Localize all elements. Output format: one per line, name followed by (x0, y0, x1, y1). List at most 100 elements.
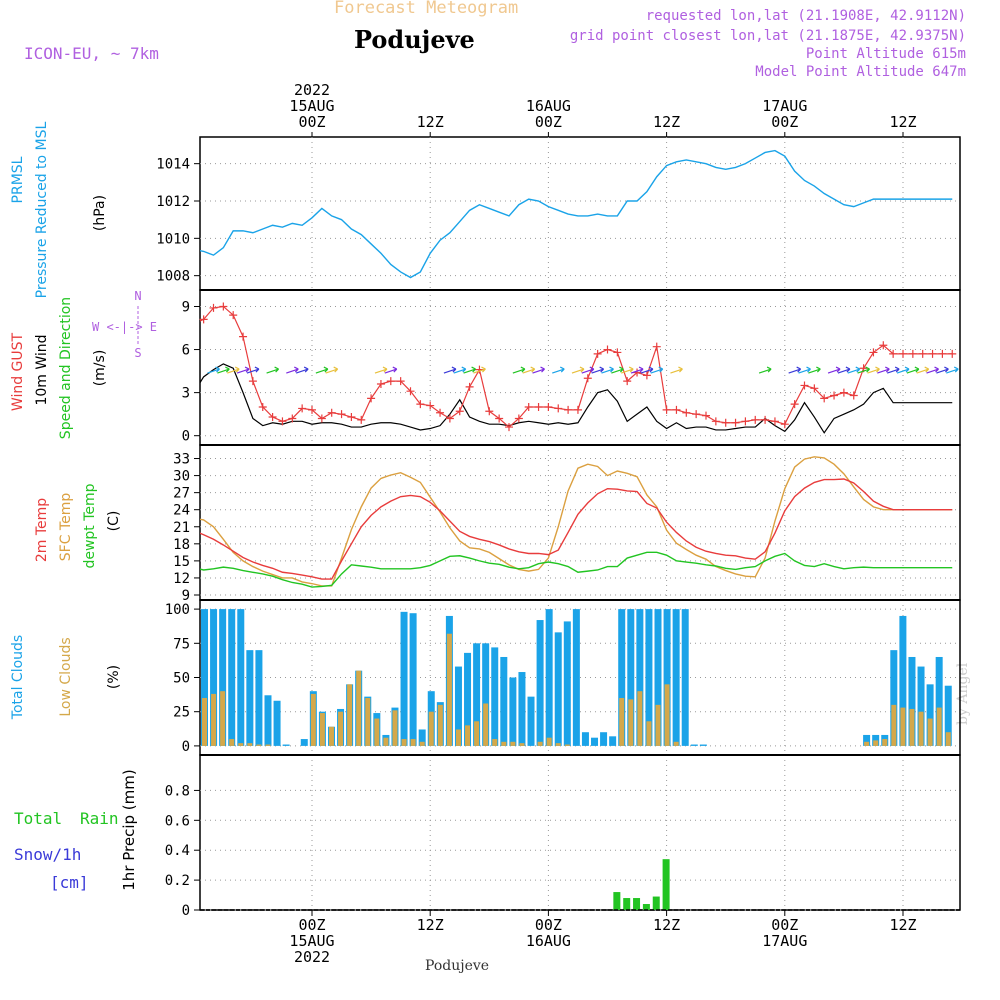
low-cloud-bar (220, 691, 226, 746)
low-cloud-bar (401, 739, 407, 746)
total-cloud-bar (300, 739, 308, 746)
gust-marker (731, 418, 740, 427)
low-cloud-bar (864, 741, 870, 746)
top-axis-label: 00Z (298, 113, 325, 131)
total-cloud-bar (636, 609, 644, 746)
low-cloud-bar (537, 741, 543, 746)
y-tick-label: 0 (182, 429, 190, 445)
low-cloud-bar (936, 707, 942, 746)
total-cloud-bar (210, 609, 218, 746)
wind-arrow (315, 366, 329, 374)
total-cloud-bar (500, 656, 508, 746)
low-cloud-bar (628, 699, 634, 746)
wind-arrow (552, 366, 565, 374)
chart-title: Forecast Meteogram (334, 0, 519, 18)
wind-arrow (453, 366, 467, 374)
y-tick-label: 0.6 (165, 813, 190, 829)
gust-marker (505, 423, 513, 432)
gust-marker (239, 332, 248, 341)
cloud-unit: (%) (106, 665, 122, 689)
gust-marker (327, 408, 336, 417)
low-cloud-bar (646, 721, 652, 746)
total-cloud-bar (944, 685, 952, 746)
wind-arrow (571, 366, 585, 374)
y-tick-label: 3 (182, 386, 190, 402)
wind-arrow (837, 366, 851, 374)
top-axis-label: 12Z (889, 113, 916, 131)
low-cloud-bar (202, 698, 207, 746)
wind-arrow (591, 366, 605, 374)
gust-marker (928, 349, 937, 358)
gust-marker (396, 377, 405, 386)
gust-marker (229, 311, 238, 320)
total-cloud-bar (201, 609, 208, 746)
gust-marker (583, 374, 592, 383)
total-cloud-bar (645, 609, 653, 746)
top-axis-label: 17AUG (762, 97, 807, 115)
gridpoint-coords: grid point closest lon,lat (21.1875E, 42… (569, 28, 966, 44)
total-cloud-bar (264, 695, 272, 746)
wind-arrow (246, 366, 260, 374)
total-cloud-bar (690, 744, 698, 746)
y-tick-label: 6 (182, 343, 190, 359)
low-cloud-bar (392, 710, 398, 746)
model-label: ICON-EU, ~ 7km (24, 44, 159, 63)
gust-marker (347, 413, 356, 422)
total-cloud-bar (418, 729, 426, 746)
total-cloud-bar (282, 744, 290, 746)
gust-marker (199, 315, 208, 324)
total-cloud-bar (509, 677, 517, 746)
panel-3: 0 25 50 75 100 (165, 599, 961, 756)
gust-marker (889, 349, 898, 358)
low-cloud-bar (328, 726, 334, 746)
sfc-temp-line (200, 456, 953, 587)
gust-marker (495, 414, 504, 423)
total-cloud-bar (926, 684, 934, 746)
low-cloud-bar (664, 684, 670, 746)
gust-marker (248, 377, 257, 386)
total-cloud-bar (627, 609, 635, 746)
gust-marker (593, 349, 602, 358)
wind-arrow (867, 366, 880, 374)
compass-we: W <-|-> E (92, 320, 157, 334)
panel-frame (199, 136, 961, 291)
total-cloud-bar (581, 732, 589, 746)
gust-marker (308, 405, 316, 414)
low-cloud-bar (909, 708, 915, 746)
total-cloud-bar (473, 643, 481, 746)
gust-marker (623, 377, 632, 386)
gust-marker (790, 400, 799, 409)
total-cloud-bar (536, 620, 544, 746)
gust-marker (564, 405, 573, 414)
wind-arrow (473, 366, 486, 374)
y-tick-label: 12 (173, 571, 190, 587)
bottom-axis-label: 00Z (298, 916, 325, 934)
low-cloud-bar (483, 703, 489, 746)
wind-arrow (886, 366, 900, 374)
gust-marker (386, 377, 395, 386)
location-title: Podujeve (354, 25, 475, 54)
top-axis-label: 12Z (417, 113, 444, 131)
total-cloud-bar (908, 656, 916, 746)
gust-marker (938, 349, 947, 358)
wind-arrow (936, 366, 949, 374)
total-cloud-bar (273, 700, 281, 746)
y-tick-label: 0.4 (165, 843, 190, 859)
y-tick-label: 27 (173, 486, 190, 502)
bottom-axis-label: 00Z (771, 916, 798, 934)
bottom-axis-label: 15AUG (289, 932, 334, 950)
gust-marker (711, 417, 720, 426)
total-cloud-bar (400, 611, 408, 746)
low-cloud-bar (873, 740, 879, 746)
gust-marker (426, 401, 435, 410)
bottom-axis-label: 17AUG (762, 932, 807, 950)
gust-marker (682, 408, 691, 417)
gust-marker (899, 349, 907, 358)
low-cloud-bar (247, 743, 253, 746)
gust-marker (367, 394, 376, 403)
low-cloud-bar (455, 729, 461, 746)
low-cloud-bar (365, 698, 371, 746)
wind-arrow (946, 366, 959, 374)
gust-marker (642, 371, 651, 380)
